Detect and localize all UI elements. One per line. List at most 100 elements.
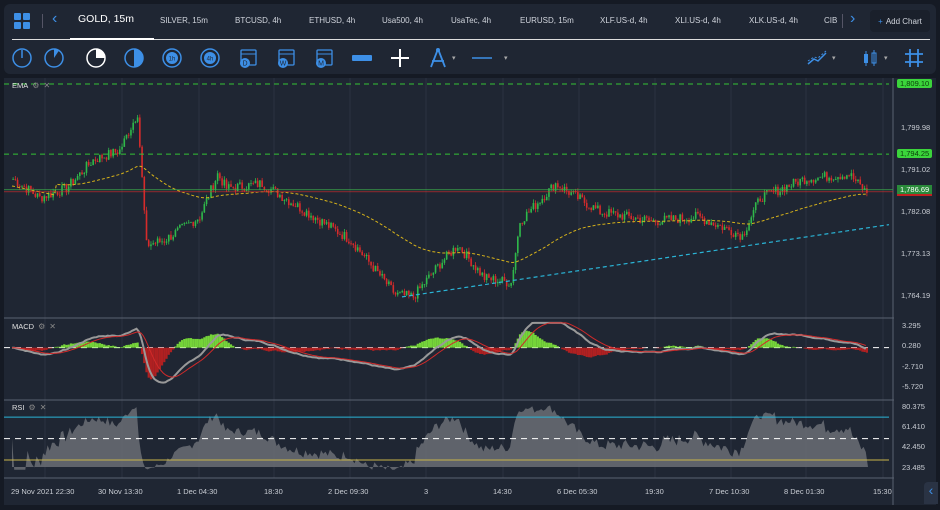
candle-body [108, 150, 110, 160]
macd-histogram-bar [121, 347, 123, 348]
candle-body [657, 222, 659, 225]
4h-icon[interactable]: 4h [198, 46, 222, 70]
candle-body [106, 158, 108, 160]
candle-body [299, 203, 301, 211]
macd-histogram-bar [36, 348, 38, 351]
clock-30m-icon[interactable] [122, 46, 146, 70]
tab-ethusd[interactable]: ETHUSD, 4h [309, 16, 355, 25]
settings-icon[interactable]: ⚙ [38, 322, 45, 331]
macd-histogram-bar [225, 341, 227, 347]
close-icon[interactable]: ✕ [49, 322, 56, 331]
candle-body [279, 195, 281, 197]
macd-histogram-bar [417, 344, 419, 348]
crosshair-icon[interactable] [388, 46, 412, 70]
calendar-d-icon[interactable]: D [236, 46, 260, 70]
candle-body [806, 181, 808, 184]
candle-body [146, 210, 148, 240]
tab-eurusd[interactable]: EURUSD, 15m [520, 16, 574, 25]
chart-type-icon[interactable] [858, 46, 882, 70]
calendar-w-icon[interactable]: W [274, 46, 298, 70]
candle-body [615, 211, 617, 212]
macd-histogram-bar [252, 348, 254, 349]
candle-body [81, 172, 83, 174]
candle-body [537, 203, 539, 208]
dropdown-caret-icon[interactable]: ▾ [452, 54, 456, 62]
calendar-m-icon[interactable]: M [312, 46, 336, 70]
candle-body [630, 216, 632, 219]
macd-histogram-bar [45, 348, 47, 350]
settings-icon[interactable]: ⚙ [32, 81, 39, 90]
macd-histogram-bar [41, 348, 43, 351]
clock-15m-icon[interactable] [84, 46, 108, 70]
candle-body [346, 232, 348, 242]
candle-body [775, 187, 777, 192]
dropdown-caret-icon[interactable]: ▾ [504, 54, 508, 62]
macd-histogram-bar [201, 339, 203, 348]
candle-body [441, 263, 443, 269]
macd-histogram-bar [397, 348, 399, 350]
tab-xlf-us-d[interactable]: XLF.US-d, 4h [600, 16, 648, 25]
dropdown-caret-icon[interactable]: ▾ [832, 54, 836, 62]
tab-usatec[interactable]: UsaTec, 4h [451, 16, 491, 25]
clock-5m-icon[interactable] [42, 46, 66, 70]
tab-cib[interactable]: CIB [824, 16, 837, 25]
candle-body [706, 221, 708, 224]
candle-body [724, 227, 726, 230]
tab-xlk-us-d[interactable]: XLK.US-d, 4h [749, 16, 798, 25]
candle-body [388, 282, 390, 285]
macd-histogram-bar [588, 348, 590, 358]
layout-grid-icon[interactable] [14, 13, 30, 29]
candle-body [584, 197, 586, 202]
clock-1m-icon[interactable] [10, 46, 34, 70]
candle-body [595, 205, 597, 208]
ruler-icon[interactable] [350, 46, 374, 70]
settings-icon[interactable]: ⚙ [29, 403, 36, 412]
macd-histogram-bar [123, 346, 125, 348]
candle-body [228, 184, 230, 189]
scroll-left-icon[interactable]: ‹ [52, 10, 57, 28]
close-icon[interactable]: ✕ [40, 403, 47, 412]
1h-icon[interactable]: 1h [160, 46, 184, 70]
candle-body [359, 247, 361, 251]
tab-usa500[interactable]: Usa500, 4h [382, 16, 423, 25]
macd-axis-label: 3.295 [902, 321, 921, 330]
tab-silver[interactable]: SILVER, 15m [160, 16, 208, 25]
macd-histogram-bar [681, 346, 683, 347]
macd-histogram-bar [179, 342, 181, 348]
candle-body [622, 215, 624, 220]
macd-histogram-bar [245, 348, 247, 351]
tab-xli-us-d[interactable]: XLI.US-d, 4h [675, 16, 721, 25]
candle-body [341, 235, 343, 239]
macd-histogram-bar [414, 346, 416, 348]
macd-histogram-bar [432, 338, 434, 347]
candle-body [257, 181, 259, 187]
macd-histogram-bar [259, 348, 261, 349]
candle-body [468, 251, 470, 258]
line-style-icon[interactable] [470, 46, 494, 70]
macd-histogram-bar [461, 343, 463, 347]
macd-histogram-bar [268, 348, 270, 352]
macd-histogram-bar [197, 339, 199, 348]
macd-histogram-bar [541, 340, 543, 348]
candle-body [50, 193, 52, 198]
tab-gold[interactable]: GOLD, 15m [78, 13, 134, 25]
candle-body [521, 223, 523, 224]
candle-body [851, 173, 853, 176]
macd-histogram-bar [165, 348, 167, 359]
macd-histogram-bar [632, 348, 634, 349]
candle-body [528, 212, 530, 213]
indicators-icon[interactable] [806, 46, 830, 70]
dropdown-caret-icon[interactable]: ▾ [884, 54, 888, 62]
scroll-right-icon[interactable]: › [850, 10, 855, 28]
add-chart-button[interactable]: +Add Chart [870, 10, 930, 32]
candle-body [670, 215, 672, 220]
tab-btcusd[interactable]: BTCUSD, 4h [235, 16, 281, 25]
close-icon[interactable]: ✕ [43, 81, 50, 90]
macd-histogram-bar [410, 346, 412, 348]
price-chart[interactable] [4, 78, 936, 505]
compass-icon[interactable] [426, 46, 450, 70]
collapse-panel-icon[interactable]: ‹ [924, 482, 938, 504]
grid-icon[interactable] [902, 46, 926, 70]
candle-body [386, 279, 388, 284]
